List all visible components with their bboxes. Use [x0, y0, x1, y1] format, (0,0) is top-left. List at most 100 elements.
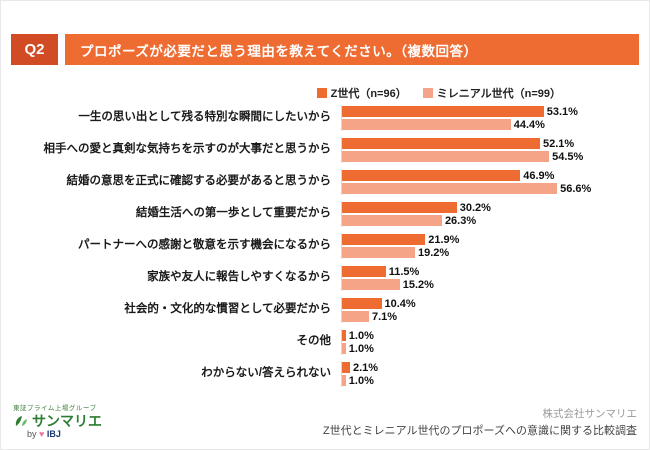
bar-gen-z [342, 106, 544, 117]
bar-line-z: 10.4% [342, 297, 639, 310]
bar-millennial [342, 215, 442, 226]
chart-row: パートナーへの感謝と敬意を示す機会になるから 21.9% 19.2% [11, 233, 639, 259]
bar-group: 53.1% 44.4% [341, 105, 639, 131]
bar-line-z: 2.1% [342, 361, 639, 374]
bar-millennial [342, 343, 346, 354]
logo-name: サンマリエ [32, 412, 102, 429]
logo-tagline: 東証プライム上場グループ [13, 405, 97, 413]
value-label-millennial: 56.6% [560, 182, 592, 195]
bar-millennial [342, 279, 400, 290]
bar-millennial [342, 183, 558, 194]
value-label-gen-z: 21.9% [428, 233, 460, 246]
bar-group: 21.9% 19.2% [341, 233, 639, 259]
category-label: 社会的・文化的な慣習として必要だから [124, 303, 331, 316]
logo-by-brand: IBJ [46, 428, 61, 439]
category-label: 家族や友人に報告しやすくなるから [147, 271, 331, 284]
bar-line-z: 1.0% [342, 329, 639, 342]
bar-millennial [342, 375, 346, 386]
value-label-gen-z: 1.0% [348, 329, 374, 342]
value-label-gen-z: 53.1% [546, 105, 578, 118]
chart-row: 社会的・文化的な慣習として必要だから 10.4% 7.1% [11, 297, 639, 323]
legend-item-millennial: ミレニアル世代（n=99） [422, 85, 561, 101]
bar-chart: 一生の思い出として残る特別な瞬間にしたいから 53.1% 44.4% 相手への愛… [11, 105, 639, 393]
bar-group: 2.1% 1.0% [341, 361, 639, 387]
page-title: プロポーズが必要だと思う理由を教えてください。（複数回答） [65, 34, 639, 65]
sunmarie-logo: 東証プライム上場グループ サンマリエ by ♥ IBJ [13, 405, 102, 439]
bar-line-m: 56.6% [342, 182, 639, 195]
value-label-millennial: 26.3% [444, 214, 477, 227]
bar-group: 10.4% 7.1% [341, 297, 639, 323]
bar-line-m: 1.0% [342, 342, 639, 355]
bar-millennial [342, 247, 415, 258]
bar-group: 46.9% 56.6% [341, 169, 639, 195]
bar-millennial [342, 119, 511, 130]
logo-by: by ♥ IBJ [27, 429, 102, 439]
bar-line-m: 26.3% [342, 214, 639, 227]
value-label-gen-z: 10.4% [384, 297, 416, 310]
value-label-gen-z: 11.5% [388, 265, 420, 278]
value-label-millennial: 54.5% [552, 150, 584, 163]
bar-gen-z [342, 298, 382, 309]
value-label-gen-z: 52.1% [542, 137, 575, 150]
chart-legend: Z世代（n=96） ミレニアル世代（n=99） [1, 85, 561, 101]
bar-line-z: 46.9% [342, 169, 639, 182]
footer: 東証プライム上場グループ サンマリエ by ♥ IBJ 株式会社サンマリエ Z世… [13, 405, 637, 439]
value-label-gen-z: 30.2% [459, 201, 491, 214]
chart-row: 結婚の意思を正式に確認する必要があると思うから 46.9% 56.6% [11, 169, 639, 195]
chart-row: 相手への愛と真剣な気持ちを示すのが大事だと思うから 52.1% 54.5% [11, 137, 639, 163]
legend-label-millennial: ミレニアル世代（n=99） [436, 88, 561, 100]
bar-gen-z [342, 170, 521, 181]
value-label-gen-z: 46.9% [523, 169, 555, 182]
bar-gen-z [342, 362, 350, 373]
value-label-gen-z: 2.1% [352, 361, 379, 374]
bar-line-m: 44.4% [342, 118, 639, 131]
value-label-millennial: 19.2% [417, 246, 450, 259]
heart-icon: ♥ [39, 428, 45, 439]
bar-gen-z [342, 266, 386, 277]
category-label: その他 [296, 335, 332, 348]
bar-gen-z [342, 138, 540, 149]
bar-group: 52.1% 54.5% [341, 137, 639, 163]
credit-survey-title: Z世代とミレニアル世代のプロポーズへの意識に関する比較調査 [322, 424, 637, 437]
category-label: 結婚生活への第一歩として重要だから [135, 207, 331, 220]
chart-row: わからない/答えられない 2.1% 1.0% [11, 361, 639, 387]
value-label-millennial: 44.4% [513, 118, 545, 131]
bar-gen-z [342, 330, 346, 341]
bar-gen-z [342, 202, 457, 213]
chart-row: 結婚生活への第一歩として重要だから 30.2% 26.3% [11, 201, 639, 227]
chart-row: 一生の思い出として残る特別な瞬間にしたいから 53.1% 44.4% [11, 105, 639, 131]
question-number-badge: Q2 [11, 34, 58, 65]
bar-millennial [342, 151, 550, 162]
chart-row: その他 1.0% 1.0% [11, 329, 639, 355]
bar-line-z: 11.5% [342, 265, 639, 278]
bar-group: 30.2% 26.3% [341, 201, 639, 227]
value-label-millennial: 7.1% [371, 310, 398, 323]
value-label-millennial: 15.2% [402, 278, 434, 291]
bar-line-z: 52.1% [342, 137, 639, 150]
legend-swatch-millennial [422, 88, 433, 98]
logo-main: サンマリエ [13, 413, 102, 429]
category-label: わからない/答えられない [201, 367, 331, 380]
source-credit: 株式会社サンマリエ Z世代とミレニアル世代のプロポーズへの意識に関する比較調査 [323, 407, 637, 439]
value-label-millennial: 1.0% [348, 374, 374, 387]
logo-by-prefix: by [27, 428, 37, 439]
bar-gen-z [342, 234, 426, 245]
bar-millennial [342, 311, 369, 322]
category-label: パートナーへの感謝と敬意を示す機会になるから [78, 239, 331, 252]
bar-line-z: 21.9% [342, 233, 639, 246]
bar-line-m: 15.2% [342, 278, 639, 291]
bar-line-z: 53.1% [342, 105, 639, 118]
bar-line-m: 54.5% [342, 150, 639, 163]
bar-group: 11.5% 15.2% [341, 265, 639, 291]
category-label: 結婚の意思を正式に確認する必要があると思うから [66, 175, 332, 188]
legend-item-gen-z: Z世代（n=96） [316, 85, 407, 101]
category-label: 一生の思い出として残る特別な瞬間にしたいから [78, 111, 331, 124]
header: Q2 プロポーズが必要だと思う理由を教えてください。（複数回答） [11, 34, 639, 65]
bar-line-z: 30.2% [342, 201, 639, 214]
category-label: 相手への愛と真剣な気持ちを示すのが大事だと思うから [43, 143, 332, 156]
value-label-millennial: 1.0% [348, 342, 374, 355]
credit-company: 株式会社サンマリエ [542, 407, 638, 420]
bar-line-m: 1.0% [342, 374, 639, 387]
leaf-icon [15, 415, 27, 426]
